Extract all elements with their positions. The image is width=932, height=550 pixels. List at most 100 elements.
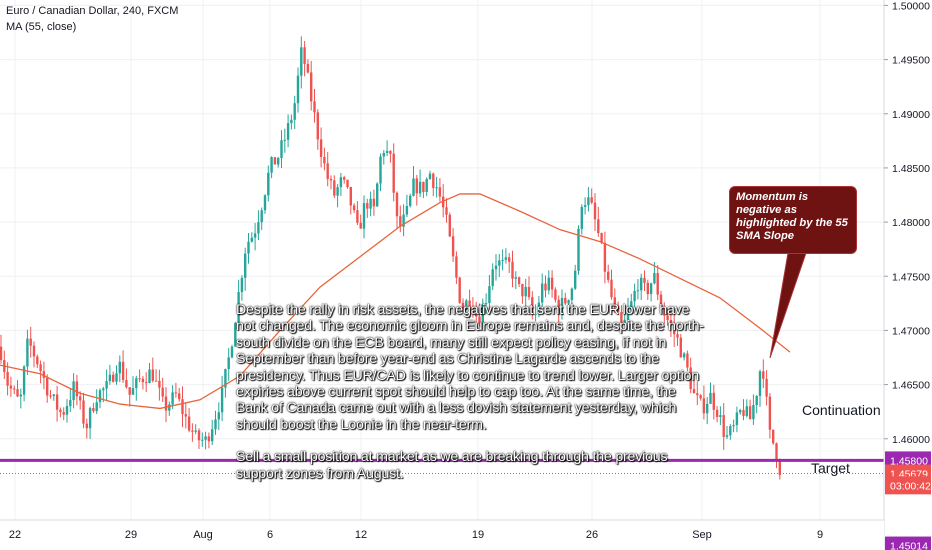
candle-body — [362, 203, 366, 229]
candle-body — [26, 338, 29, 367]
candle-body — [583, 205, 587, 207]
candle-body — [616, 305, 620, 313]
candle-body — [504, 257, 508, 260]
candle-body — [663, 307, 666, 316]
candle-body — [768, 396, 772, 430]
candle-body — [593, 202, 597, 220]
y-tick-label: 1.46000 — [892, 434, 930, 446]
candle-body — [758, 371, 762, 396]
x-tick-label: 29 — [125, 529, 137, 541]
candle-body — [679, 337, 682, 358]
candle-body — [88, 408, 92, 429]
candle-body — [112, 374, 115, 382]
continuation-label: Continuation — [802, 402, 881, 418]
candle-body — [250, 237, 253, 242]
candle-body — [16, 389, 19, 397]
x-tick-label: 12 — [355, 529, 367, 541]
candle-body — [392, 153, 395, 193]
candle-body — [702, 398, 706, 414]
candle-body — [620, 312, 623, 325]
candle-body — [59, 409, 62, 413]
candle-body — [732, 425, 735, 427]
candle-body — [659, 294, 663, 308]
candle-body — [13, 388, 16, 390]
candle-body — [145, 382, 148, 384]
candle-body — [511, 261, 514, 279]
x-tick-label: 22 — [9, 529, 21, 541]
candle-body — [636, 290, 640, 292]
candle-body — [240, 277, 244, 293]
x-tick-label: 26 — [586, 529, 598, 541]
y-tick-label: 1.49000 — [892, 109, 930, 121]
candle-body — [55, 394, 59, 410]
y-tick-label: 1.47500 — [892, 271, 930, 283]
candle-body — [422, 181, 425, 192]
candle-body — [82, 400, 85, 424]
candle-body — [286, 123, 290, 140]
candle-body — [560, 297, 564, 315]
candle-body — [343, 177, 346, 180]
analysis-paragraph-2: Sell a small position at market as we ar… — [236, 449, 668, 482]
candle-body — [498, 260, 501, 266]
candle-body — [69, 400, 72, 407]
candle-body — [29, 338, 32, 346]
price-label-bg — [885, 476, 931, 495]
candle-body — [748, 406, 752, 420]
candle-body — [283, 139, 286, 141]
x-tick-label: 19 — [472, 529, 484, 541]
candle-body — [253, 233, 257, 238]
candle-body — [706, 403, 709, 414]
candle-body — [435, 187, 438, 189]
candle-body — [227, 357, 230, 370]
y-tick-label: 1.48500 — [892, 163, 930, 175]
candle-body — [752, 405, 755, 420]
candle-body — [6, 372, 9, 386]
candle-body — [171, 392, 174, 405]
candle-body — [98, 390, 102, 403]
candle-body — [719, 415, 722, 417]
target-label: Target — [811, 460, 850, 476]
candle-body — [310, 72, 313, 102]
price-label: 1.45800 — [890, 455, 928, 467]
candle-body — [329, 178, 333, 181]
candle-body — [699, 395, 702, 399]
candle-body — [118, 361, 121, 374]
candle-body — [442, 196, 445, 208]
candle-body — [85, 423, 88, 429]
candle-body — [389, 150, 392, 154]
candle-body — [369, 198, 372, 209]
candle-body — [92, 408, 95, 412]
candle-body — [184, 414, 187, 417]
candle-body — [290, 119, 293, 124]
candle-body — [745, 406, 748, 416]
candle-body — [597, 219, 600, 234]
x-tick-label: 9 — [817, 529, 823, 541]
candle-body — [191, 430, 194, 432]
candle-body — [762, 371, 765, 379]
candle-body — [382, 153, 385, 157]
candle-body — [0, 346, 3, 361]
candle-body — [102, 388, 105, 391]
candle-body — [465, 300, 468, 310]
candle-body — [22, 366, 26, 395]
candle-body — [79, 396, 82, 401]
candle-body — [247, 241, 250, 254]
candle-body — [49, 395, 52, 397]
candle-body — [739, 410, 742, 413]
candle-body — [494, 265, 498, 270]
time-axis-bg — [0, 520, 884, 550]
candle-body — [128, 387, 131, 395]
candle-body — [547, 277, 550, 291]
candle-body — [451, 236, 455, 257]
candle-body — [138, 378, 141, 380]
candle-body — [709, 392, 712, 404]
candle-body — [164, 396, 168, 411]
price-label-bg — [885, 536, 931, 550]
candle-body — [458, 277, 461, 303]
candle-body — [580, 206, 583, 229]
candle-body — [207, 436, 211, 442]
candle-body — [669, 320, 673, 325]
candle-body — [527, 286, 531, 298]
